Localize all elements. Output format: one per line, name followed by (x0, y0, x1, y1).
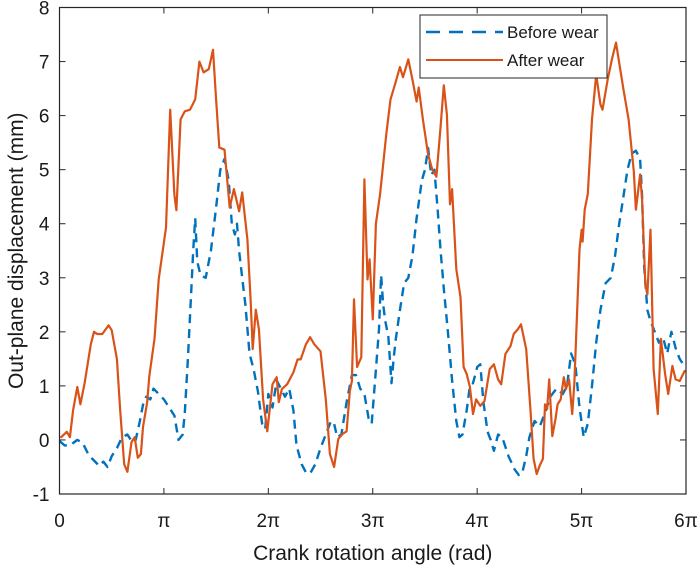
series-line-after-wear (59, 41, 686, 476)
x-tick-label: π (157, 511, 170, 532)
x-tick-label: 4π (465, 511, 489, 532)
y-axis: -1 0 1 2 3 4 5 6 7 8 (33, 0, 686, 506)
y-tick-label: 5 (39, 161, 50, 182)
y-tick-label: 7 (39, 53, 50, 74)
legend: Before wear After wear (419, 14, 608, 79)
x-tick-label: 3π (361, 511, 385, 532)
y-tick-label: 0 (39, 431, 50, 452)
legend-label-after-wear: After wear (507, 51, 585, 70)
legend-box (419, 14, 608, 79)
y-tick-label: -1 (33, 485, 50, 506)
series-line-before-wear (58, 146, 687, 477)
y-axis-title: Out-plane displacement (mm) (5, 112, 28, 389)
x-axis: 0 π 2π 3π 4π 5π 6π (54, 7, 698, 532)
x-tick-label: 2π (256, 511, 280, 532)
y-tick-label: 8 (39, 0, 50, 20)
y-tick-label: 3 (39, 269, 50, 290)
y-tick-label: 6 (39, 107, 50, 128)
x-tick-label: 5π (570, 511, 594, 532)
x-tick-label: 6π (674, 511, 698, 532)
y-tick-label: 2 (39, 323, 50, 344)
x-tick-label: 0 (54, 511, 65, 532)
legend-label-before-wear: Before wear (507, 23, 599, 42)
y-tick-label: 4 (39, 215, 50, 236)
y-tick-label: 1 (39, 377, 50, 398)
x-axis-title: Crank rotation angle (rad) (253, 542, 492, 565)
plot-area (58, 41, 687, 477)
